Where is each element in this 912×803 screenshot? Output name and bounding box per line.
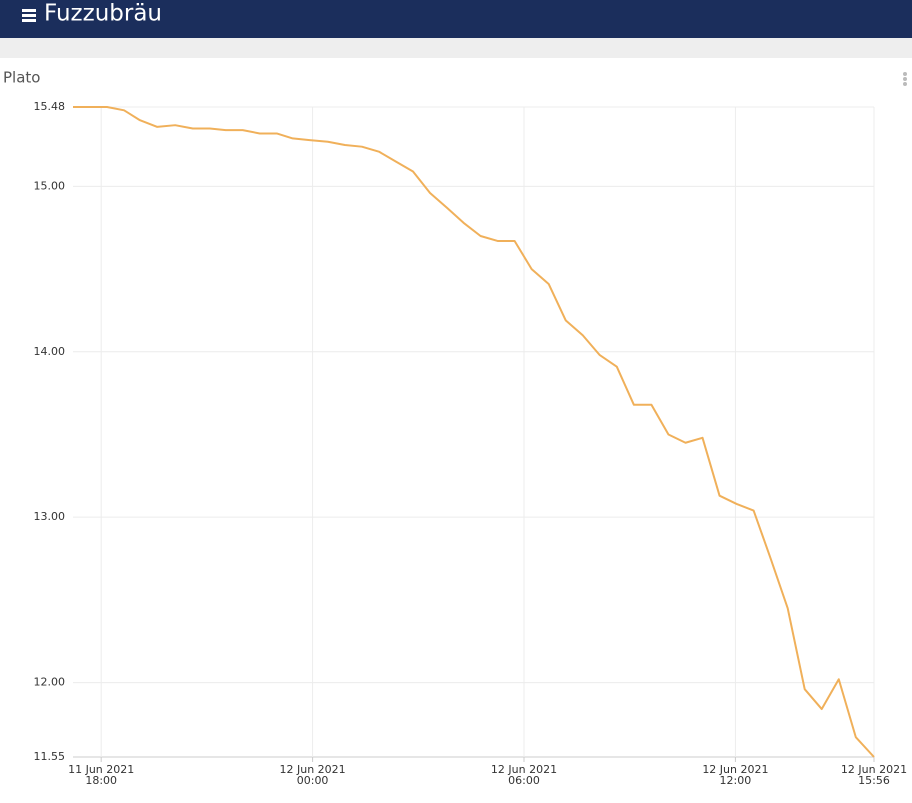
panel-title: Plato: [3, 69, 40, 87]
panel-menu[interactable]: [903, 72, 907, 86]
x-tick-label: 12 Jun 2021: [491, 763, 557, 776]
y-tick-label: 12.00: [34, 676, 66, 689]
x-tick-label: 12 Jun 2021: [841, 763, 907, 776]
y-tick-label: 13.00: [34, 510, 66, 523]
y-tick-label: 11.55: [34, 750, 66, 763]
x-tick-label: 12 Jun 2021: [280, 763, 346, 776]
header-bar: [0, 0, 912, 38]
y-tick-label: 15.00: [34, 179, 66, 192]
x-tick-label: 18:00: [85, 774, 117, 787]
x-tick-label: 12 Jun 2021: [702, 763, 768, 776]
app-title: Fuzzubräu: [44, 1, 162, 27]
plot: 11.55 12.00 13.00 14.00 15.00 15.48 11 Jun 202…: [34, 100, 908, 787]
toolbar-strip: [0, 38, 912, 58]
x-tick-label: 15:56: [858, 774, 890, 787]
y-tick-label: 15.48: [34, 100, 66, 113]
menu-icon[interactable]: [22, 9, 36, 22]
x-tick-label: 11 Jun 2021: [68, 763, 134, 776]
x-tick-label: 00:00: [297, 774, 329, 787]
y-tick-label: 14.00: [34, 345, 66, 358]
x-tick-label: 06:00: [508, 774, 540, 787]
x-tick-label: 12:00: [720, 774, 752, 787]
data-line: [73, 106, 875, 758]
